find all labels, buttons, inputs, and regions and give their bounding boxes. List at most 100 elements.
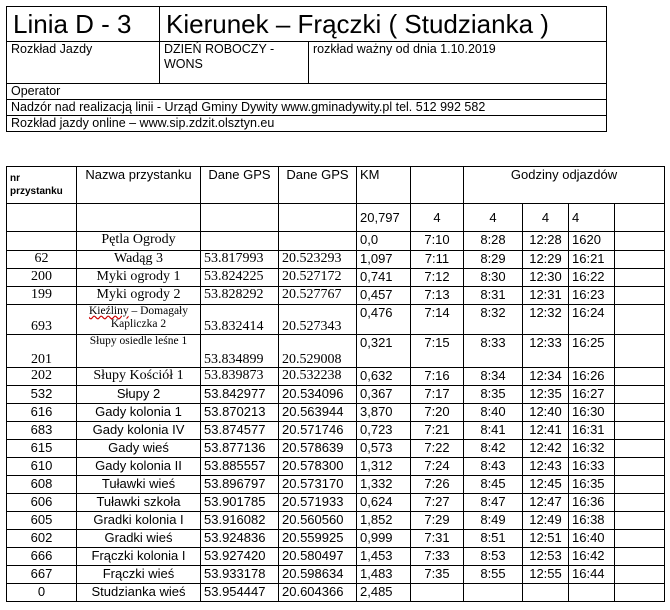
gps-latitude: 53.828292 xyxy=(200,286,279,305)
gps-longitude: 20.580497 xyxy=(278,547,357,566)
departure-time: 8:55 xyxy=(463,565,523,584)
column-header-km: KM xyxy=(356,166,411,204)
empty-cell xyxy=(613,421,666,440)
departure-time xyxy=(463,583,523,602)
column-header-departures: Godziny odjazdów xyxy=(462,166,666,204)
departure-time: 7:27 xyxy=(410,493,464,512)
stop-number: 62 xyxy=(6,250,77,269)
departure-time: 8:41 xyxy=(463,421,523,440)
empty-cell xyxy=(613,403,666,422)
gps-latitude: 53.916082 xyxy=(200,511,279,530)
total-km: 20,797 xyxy=(356,203,411,232)
stop-number: 608 xyxy=(6,475,77,494)
stop-name: Kieźliny – Domagały Kapliczka 2 xyxy=(76,304,201,335)
departure-time: 12:32 xyxy=(522,304,569,335)
empty-cell xyxy=(613,203,666,232)
distance-km: 2,485 xyxy=(356,583,411,602)
gps-longitude: 20.527343 xyxy=(278,304,357,335)
departure-time: 12:53 xyxy=(522,547,569,566)
stop-name: Frączki kolonia I xyxy=(76,547,201,566)
empty-cell xyxy=(613,250,666,269)
direction: Kierunek – Frączki ( Studzianka ) xyxy=(159,6,607,42)
table-row: 615 Gady wieś 53.877136 20.578639 0,573 7:22 8… xyxy=(6,439,666,458)
stop-name: Gady kolonia II xyxy=(76,457,201,476)
table-row: 605 Gradki kolonia I 53.916082 20.560560 1,8… xyxy=(6,511,666,530)
departure-time: 16:36 xyxy=(568,493,615,512)
gps-latitude xyxy=(200,231,279,251)
departure-time: 8:51 xyxy=(463,529,523,548)
schedule-label: Rozkład Jazdy xyxy=(6,41,160,84)
gps-longitude: 20.527172 xyxy=(278,268,357,287)
stop-name: Słupy Kościół 1 xyxy=(76,367,201,386)
stop-number: 616 xyxy=(6,403,77,422)
departure-time: 8:53 xyxy=(463,547,523,566)
distance-km: 0,741 xyxy=(356,268,411,287)
departure-time: 8:30 xyxy=(463,268,523,287)
departure-time: 16:27 xyxy=(568,385,615,404)
distance-km: 1,097 xyxy=(356,250,411,269)
stop-name: Tuławki szkoła xyxy=(76,493,201,512)
empty-cell xyxy=(613,231,666,251)
online-schedule: Rozkład jazdy online – www.sip.zdzit.ols… xyxy=(6,115,607,132)
departure-time: 12:30 xyxy=(522,268,569,287)
gps-longitude: 20.598634 xyxy=(278,565,357,584)
stop-name: Myki ogrody 2 xyxy=(76,286,201,305)
departure-time: 12:31 xyxy=(522,286,569,305)
departure-time: 8:34 xyxy=(463,367,523,386)
table-row: 199 Myki ogrody 2 53.828292 20.527767 0,457 7… xyxy=(6,286,666,305)
departure-time: 7:11 xyxy=(410,250,464,269)
empty-cell xyxy=(613,385,666,404)
column-header-nr: nr przystanku xyxy=(6,166,77,204)
empty-cell xyxy=(613,268,666,287)
departure-time: 16:24 xyxy=(568,304,615,335)
gps-longitude: 20.559925 xyxy=(278,529,357,548)
departure-time: 16:44 xyxy=(568,565,615,584)
gps-longitude: 20.532238 xyxy=(278,367,357,386)
table-row: 602 Gradki wieś 53.924836 20.559925 0,999 7:3… xyxy=(6,529,666,548)
departure-time: 7:17 xyxy=(410,385,464,404)
stop-name-part: Kieźliny xyxy=(88,305,129,317)
departure-time: 8:35 xyxy=(463,385,523,404)
departure-time: 12:40 xyxy=(522,403,569,422)
departure-time: 7:22 xyxy=(410,439,464,458)
header-table: Linia D - 3 Kierunek – Frączki ( Studzia… xyxy=(6,6,607,132)
empty-cell xyxy=(613,457,666,476)
departure-time: 12:34 xyxy=(522,367,569,386)
distance-km: 0,632 xyxy=(356,367,411,386)
departure-time: 12:51 xyxy=(522,529,569,548)
stop-name: Gady wieś xyxy=(76,439,201,458)
gps-longitude: 20.563944 xyxy=(278,403,357,422)
distance-km: 0,624 xyxy=(356,493,411,512)
departure-time: 16:38 xyxy=(568,511,615,530)
course-count: 4 xyxy=(410,203,464,232)
stop-name: Pętla Ogrody xyxy=(76,231,201,251)
distance-km: 0,723 xyxy=(356,421,411,440)
column-header-gps-lat: Dane GPS xyxy=(200,166,279,204)
stop-name: Tuławki wieś xyxy=(76,475,201,494)
departure-time: 8:31 xyxy=(463,286,523,305)
gps-longitude: 20.571746 xyxy=(278,421,357,440)
gps-latitude: 53.924836 xyxy=(200,529,279,548)
departure-time: 8:32 xyxy=(463,304,523,335)
departure-time: 7:35 xyxy=(410,565,464,584)
stop-name-part: – Domagały Kapliczka 2 xyxy=(110,305,188,330)
gps-latitude: 53.927420 xyxy=(200,547,279,566)
departure-time: 16:30 xyxy=(568,403,615,422)
gps-latitude: 53.824225 xyxy=(200,268,279,287)
table-row: 693 Kieźliny – Domagały Kapliczka 2 53.832… xyxy=(6,304,666,335)
departure-time: 8:49 xyxy=(463,511,523,530)
departure-time: 16:22 xyxy=(568,268,615,287)
line-number: Linia D - 3 xyxy=(6,6,160,42)
departure-time: 16:42 xyxy=(568,547,615,566)
departure-time: 7:10 xyxy=(410,231,464,251)
distance-km: 1,483 xyxy=(356,565,411,584)
column-header-name: Nazwa przystanku xyxy=(76,166,201,204)
gps-latitude: 53.896797 xyxy=(200,475,279,494)
departure-time: 12:33 xyxy=(522,334,569,368)
departure-time: 7:24 xyxy=(410,457,464,476)
departure-time: 7:21 xyxy=(410,421,464,440)
timetable: nr przystanku Nazwa przystanku Dane GPS … xyxy=(6,166,666,602)
stop-number: 606 xyxy=(6,493,77,512)
gps-longitude: 20.560560 xyxy=(278,511,357,530)
distance-km: 0,0 xyxy=(356,231,411,251)
